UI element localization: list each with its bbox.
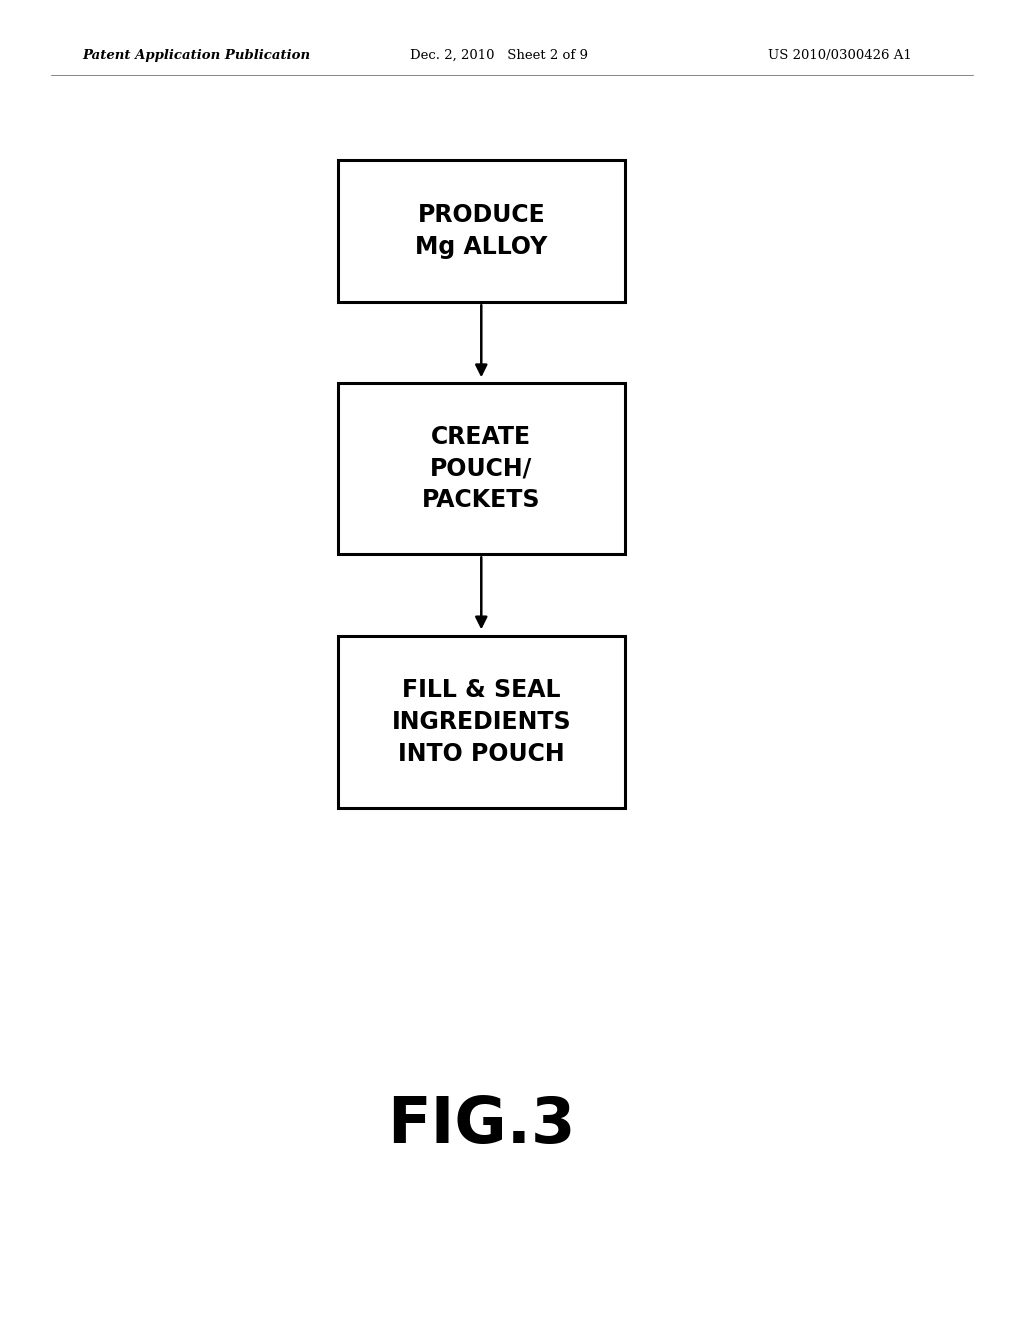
Bar — [338, 636, 625, 808]
Text: CREATE
POUCH/
PACKETS: CREATE POUCH/ PACKETS — [422, 425, 541, 512]
Text: FILL & SEAL
INGREDIENTS
INTO POUCH: FILL & SEAL INGREDIENTS INTO POUCH — [391, 678, 571, 766]
Bar — [338, 383, 625, 554]
Text: Dec. 2, 2010   Sheet 2 of 9: Dec. 2, 2010 Sheet 2 of 9 — [410, 49, 588, 62]
Bar — [338, 160, 625, 302]
Text: US 2010/0300426 A1: US 2010/0300426 A1 — [768, 49, 911, 62]
Text: FIG.3: FIG.3 — [387, 1094, 575, 1155]
Text: Patent Application Publication: Patent Application Publication — [82, 49, 310, 62]
Text: PRODUCE
Mg ALLOY: PRODUCE Mg ALLOY — [415, 203, 548, 259]
